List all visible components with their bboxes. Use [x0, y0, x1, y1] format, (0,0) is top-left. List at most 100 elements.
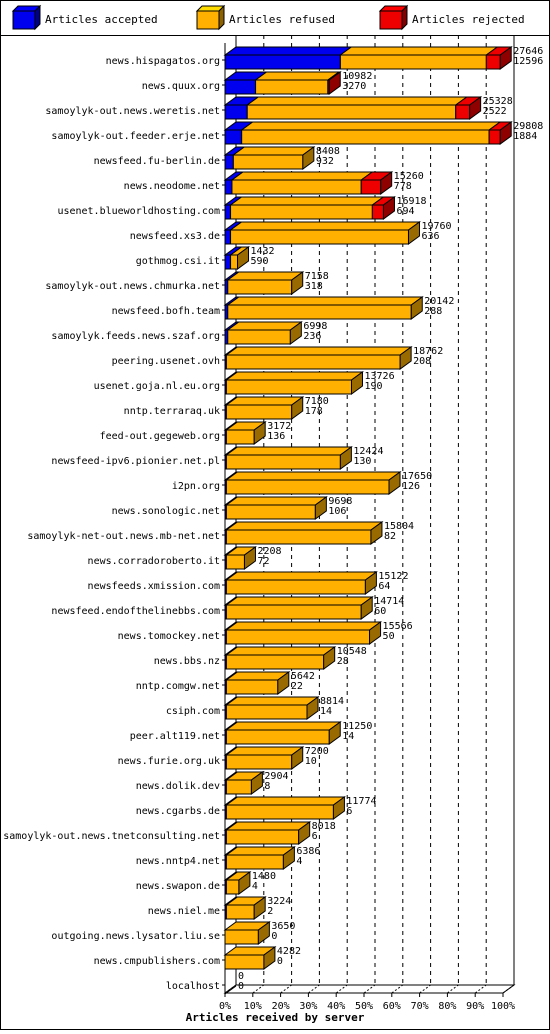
bar-segment-refused — [225, 754, 293, 770]
x-tick-label: 40% — [327, 1001, 345, 1012]
bar-accepted-label: 130 — [353, 456, 371, 467]
server-label: news.swapon.de — [136, 881, 220, 892]
x-tick-label: 90% — [466, 1001, 484, 1012]
bar-accepted-label: 236 — [303, 331, 321, 342]
server-label: news.cmpublishers.com — [94, 956, 220, 967]
bar-accepted-label: 14 — [342, 731, 354, 742]
bar-accepted-label: 64 — [378, 581, 390, 592]
bar-segment-refused — [225, 404, 293, 420]
bar-segment-refused — [230, 229, 409, 245]
server-label: newsfeed.endofthelinebbs.com — [51, 606, 220, 617]
bar-total-label: 9698 — [328, 496, 352, 507]
bar-segment-top — [224, 646, 337, 656]
bar-accepted-label: 6 — [346, 806, 352, 817]
bar-segment-refused — [225, 704, 308, 720]
server-label: news.tomockey.net — [118, 631, 220, 642]
bar-segment-top — [224, 621, 383, 631]
bar-segment-top — [229, 196, 385, 206]
bar-segment-side — [298, 821, 311, 845]
server-label: usenet.goja.nl.eu.org — [94, 381, 220, 392]
bar-accepted-label: 694 — [396, 206, 414, 217]
server-label: news.sonologic.net — [112, 506, 220, 517]
bar-total-label: 15566 — [383, 621, 413, 632]
bar-accepted-label: 106 — [328, 506, 346, 517]
server-label: samoylyk-net-out.news.mb-net.net — [27, 531, 220, 542]
bar-segment-refused — [225, 904, 255, 920]
bar-segment-accepted — [224, 204, 232, 220]
bar-segment-accepted — [224, 129, 243, 145]
bar-total-label: 7200 — [305, 746, 329, 757]
bar-segment-top — [245, 96, 469, 106]
server-label: news.cgarbs.de — [136, 806, 220, 817]
bar-segment-refused — [225, 654, 325, 670]
bar-total-label: 14714 — [374, 596, 404, 607]
server-label: newsfeed.bofh.team — [112, 306, 220, 317]
bar-accepted-label: 14 — [320, 706, 332, 717]
bar-total-label: 27646 — [513, 46, 543, 57]
bar-segment-refused — [255, 79, 329, 95]
server-label: news.nntp4.net — [136, 856, 220, 867]
bar-segment-side — [499, 46, 512, 70]
bar-total-label: 0 — [238, 971, 244, 982]
bar-accepted-label: 208 — [413, 356, 431, 367]
bar-segment-top — [224, 471, 402, 481]
server-label: i2pn.org — [172, 481, 220, 492]
bar-total-label: 10982 — [342, 71, 372, 82]
bar-segment-side — [360, 596, 373, 620]
bar-segment-top — [224, 821, 312, 831]
bar-total-label: 15122 — [378, 571, 408, 582]
bar-accepted-label: 50 — [383, 631, 395, 642]
x-tick-label: 20% — [272, 1001, 290, 1012]
server-label: usenet.blueworldhosting.com — [57, 206, 220, 217]
bar-segment-refused — [225, 829, 300, 845]
chart-title: Articles received by server — [186, 1011, 365, 1024]
bar-segment-refused — [225, 454, 341, 470]
bar-segment-refused — [225, 854, 284, 870]
bar-total-label: 3224 — [267, 896, 291, 907]
server-label: news.furie.org.uk — [118, 756, 220, 767]
server-label: csiph.com — [166, 706, 220, 717]
bar-accepted-label: 136 — [267, 431, 285, 442]
server-label: samoylyk-out.news.chmurka.net — [45, 281, 220, 292]
bar-segment-refused — [225, 429, 255, 445]
bar-total-label: 7158 — [305, 271, 329, 282]
bar-segment-side — [291, 396, 304, 420]
bar-segment-refused — [232, 154, 304, 170]
server-label: newsfeeds.xmission.com — [88, 581, 220, 592]
bar-segment-side — [238, 871, 251, 895]
server-label: news.niel.me — [148, 906, 220, 917]
bar-segment-side — [302, 146, 315, 170]
server-label: news.quux.org — [142, 81, 220, 92]
bar-segment-top — [229, 221, 422, 231]
bar-segment-side — [253, 896, 266, 920]
bar-accepted-label: 28 — [337, 656, 349, 667]
bar-segment-refused — [224, 954, 265, 970]
bar-segment-refused — [227, 329, 291, 345]
bar-segment-side — [364, 571, 377, 595]
server-label: samoylyk-out.news.weretis.net — [45, 106, 220, 117]
bar-segment-rejected — [485, 54, 501, 70]
bar-segment-refused — [231, 179, 362, 195]
bar-accepted-label: 12596 — [513, 56, 543, 67]
bar-segment-refused — [225, 379, 352, 395]
bar-segment-top — [224, 721, 342, 731]
bar-total-label: 13726 — [364, 371, 394, 382]
server-label: newsfeed.fu-berlin.de — [94, 156, 220, 167]
bar-total-label: 4282 — [277, 946, 301, 957]
server-label: outgoing.news.lysator.liu.se — [51, 931, 220, 942]
server-label: news.bbs.nz — [154, 656, 220, 667]
server-label: samoylyk-out.news.tnetconsulting.net — [3, 831, 220, 842]
bar-segment-side — [282, 846, 295, 870]
bar-segment-top — [224, 696, 320, 706]
bar-segment-side — [291, 271, 304, 295]
bar-segment-side — [370, 521, 383, 545]
bar-segment-refused — [241, 129, 490, 145]
x-tick-label: 70% — [411, 1001, 429, 1012]
bar-accepted-label: 178 — [305, 406, 323, 417]
bar-segment-side — [306, 696, 319, 720]
x-tick-label: 10% — [244, 1001, 262, 1012]
bar-total-label: 18762 — [413, 346, 443, 357]
bar-segment-top — [338, 46, 499, 56]
